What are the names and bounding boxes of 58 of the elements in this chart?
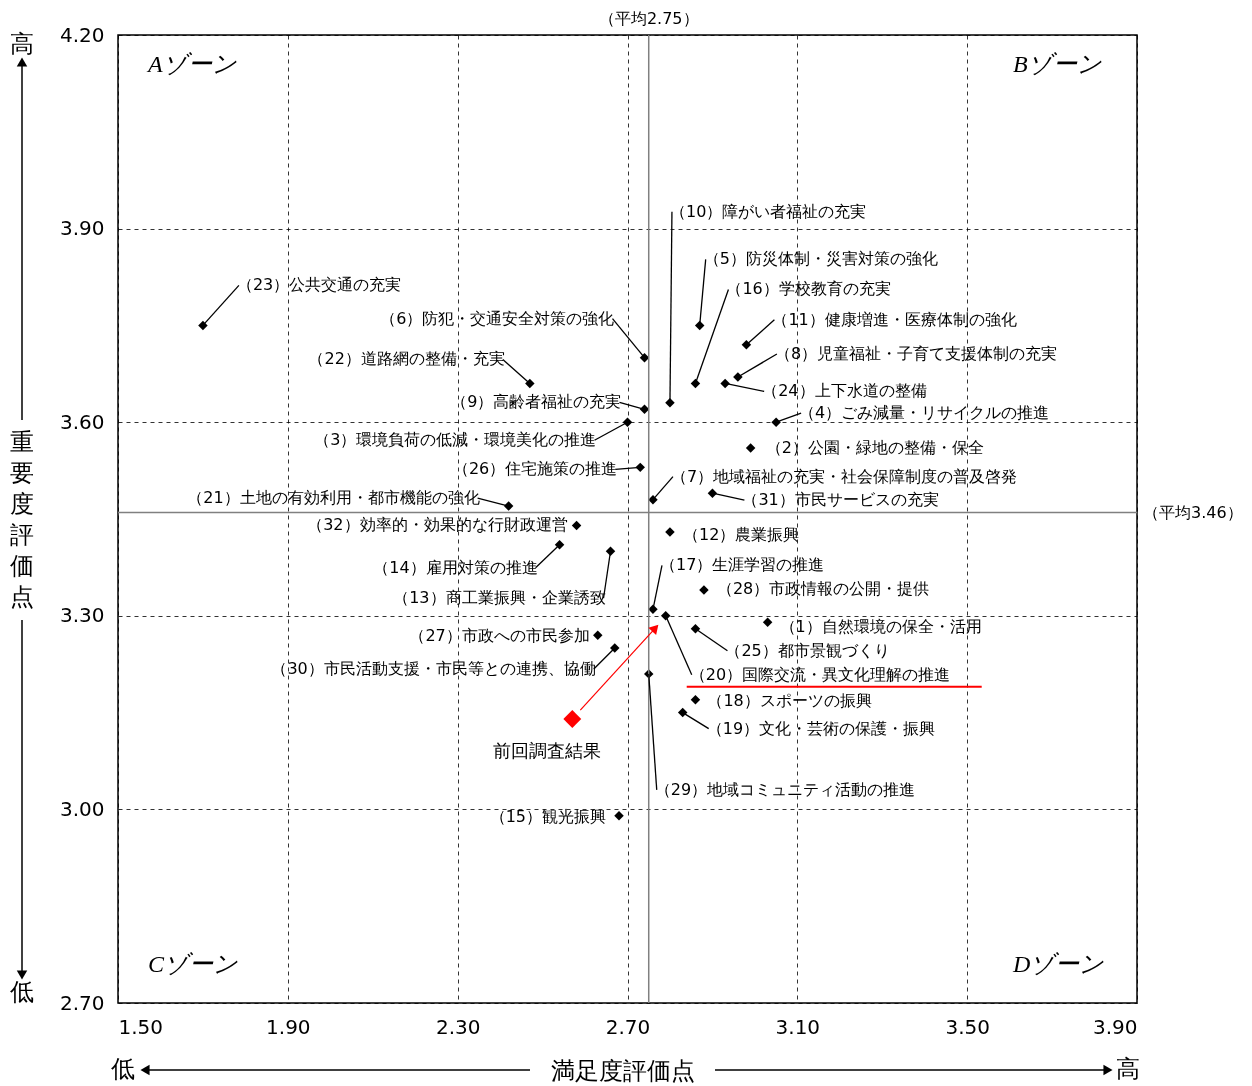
annotation: （21）土地の有効利用・都市機能の強化 xyxy=(187,488,480,508)
annotation: （4）ごみ減量・リサイクルの推進 xyxy=(799,403,1050,423)
annotation: Cゾーン xyxy=(148,951,239,977)
annotation: （13）商工業振興・企業誘致 xyxy=(393,588,606,608)
y-axis-title: 重要度評価点 xyxy=(10,427,34,611)
text: 低 xyxy=(10,978,34,1006)
annotation: Bゾーン xyxy=(1013,51,1102,77)
annotation: （20）国際交流・異文化理解の推進 xyxy=(689,664,951,684)
y-tick-label: 3.00 xyxy=(59,796,105,821)
annotation: （7）地域福祉の充実・社会保障制度の普及啓発 xyxy=(670,466,1018,486)
annotation: （25）都市景観づくり xyxy=(725,640,890,660)
y-tick-label: 4.20 xyxy=(59,22,105,47)
series-label: 前回調査結果 xyxy=(493,740,602,762)
annotation: （30）市民活動支援・市民等との連携、協働 xyxy=(271,659,596,679)
x-tick-label: 2.30 xyxy=(435,1014,481,1039)
annotation: （5）防災体制・災害対策の強化 xyxy=(703,249,938,269)
x-axis-title: 満足度評価点 xyxy=(551,1057,695,1085)
x-tick-label: 3.50 xyxy=(945,1014,990,1039)
annotation: （24）上下水道の整備 xyxy=(762,381,927,401)
annotation: （2）公園・緑地の整備・保全 xyxy=(765,438,984,458)
annotation: （31）市民サービスの充実 xyxy=(742,490,939,510)
annotation: （15）観光振興 xyxy=(489,806,607,826)
annotation: （22）道路網の整備・充実 xyxy=(308,349,505,369)
text: 高 xyxy=(1116,1055,1140,1083)
annotation: （27）市政への市民参加 xyxy=(409,626,590,646)
annotation: Dゾーン xyxy=(1012,951,1105,977)
x-tick-label: 3.10 xyxy=(775,1014,821,1039)
text: 低 xyxy=(111,1055,135,1083)
y-tick-label: 3.60 xyxy=(59,409,105,434)
annotation: （6）防犯・交通安全対策の強化 xyxy=(380,308,615,328)
y-tick-label: 3.30 xyxy=(59,603,105,628)
annotation: （28）市政情報の公開・提供 xyxy=(716,578,930,598)
y-tick-label: 2.70 xyxy=(59,990,105,1015)
annotation: （14）雇用対策の推進 xyxy=(373,557,538,577)
x-tick-label: 3.90 xyxy=(1092,1014,1138,1039)
annotation: （19）文化・芸術の保護・振興 xyxy=(706,718,936,738)
y-tick-label: 3.90 xyxy=(59,216,105,241)
annotation: （18）スポーツの振興 xyxy=(707,690,872,710)
annotation: （17）生涯学習の推進 xyxy=(659,555,825,575)
annotation: （26）住宅施策の推進 xyxy=(452,459,618,479)
x-tick-label: 1.90 xyxy=(266,1014,311,1039)
annotation: （11）健康増進・医療体制の強化 xyxy=(772,309,1017,329)
annotation: （3）環境負荷の低減・環境美化の推進 xyxy=(314,430,597,450)
annotation: （16）学校教育の充実 xyxy=(726,279,891,299)
x-tick-label: 2.70 xyxy=(605,1014,651,1039)
ref-line-label: （平均2.75） xyxy=(598,9,699,28)
annotation: （9）高齢者福祉の充実 xyxy=(451,392,622,412)
annotation: （23）公共交通の充実 xyxy=(236,275,402,295)
annotation: （10）障がい者福祉の充実 xyxy=(669,201,867,221)
annotation: （32）効率的・効果的な行財政運営 xyxy=(307,515,568,535)
annotation: Aゾーン xyxy=(146,51,237,77)
text: 高 xyxy=(10,30,34,58)
ref-line-label: （平均3.46） xyxy=(1143,502,1243,522)
annotation: （8）児童福祉・子育て支援体制の充実 xyxy=(774,344,1058,364)
annotation: （12）農業振興 xyxy=(682,524,800,544)
annotation: （1）自然環境の保全・活用 xyxy=(779,617,982,637)
x-tick-label: 1.50 xyxy=(118,1014,164,1039)
annotation: （29）地域コミュニティ活動の推進 xyxy=(654,779,916,799)
